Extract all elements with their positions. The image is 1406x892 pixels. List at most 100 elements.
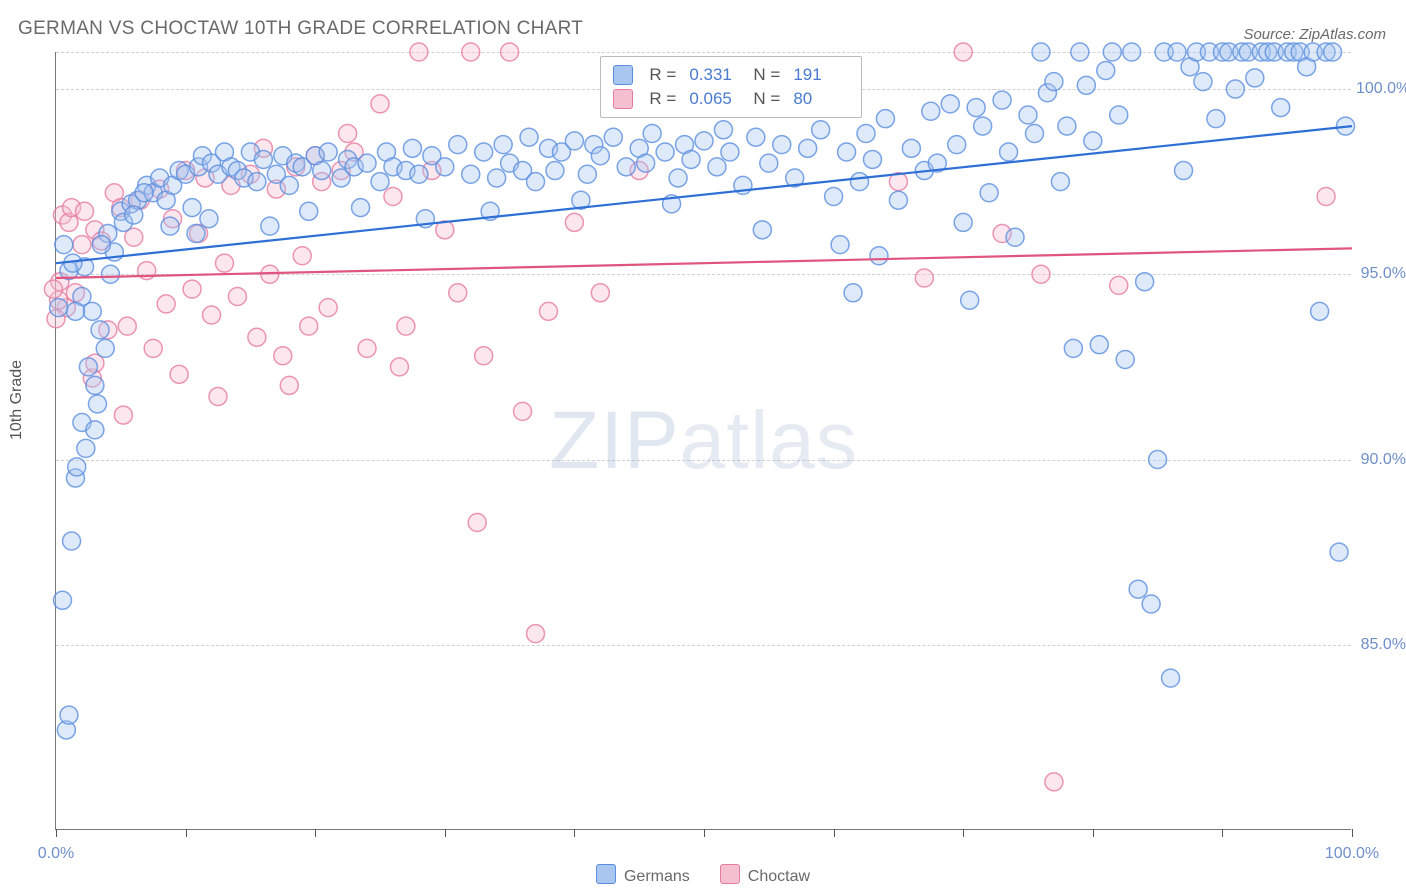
data-point [1272,99,1290,117]
data-point [617,158,635,176]
legend-row: R =0.065N =80 [613,87,849,111]
data-point [293,247,311,265]
legend-row: R =0.331N =191 [613,63,849,87]
legend-n-label: N = [753,65,785,85]
data-point [55,236,73,254]
data-point [915,269,933,287]
data-point [773,136,791,154]
data-point [1025,125,1043,143]
data-point [76,202,94,220]
data-point [993,91,1011,109]
data-point [1045,773,1063,791]
data-point [1019,106,1037,124]
data-point [1110,106,1128,124]
x-tick [704,829,705,837]
data-point [371,95,389,113]
data-point [313,162,331,180]
data-point [527,625,545,643]
data-point [170,365,188,383]
data-point [941,95,959,113]
data-point [200,210,218,228]
data-point [980,184,998,202]
x-tick [574,829,575,837]
data-point [64,254,82,272]
data-point [1311,302,1329,320]
legend-r-label: R = [649,65,681,85]
data-point [825,187,843,205]
data-point [1175,162,1193,180]
data-point [86,376,104,394]
data-point [436,158,454,176]
data-point [462,43,480,61]
data-point [183,199,201,217]
legend-n-label: N = [753,89,785,109]
y-tick-label: 85.0% [1356,636,1406,654]
series-legend: Germans Choctaw [0,864,1406,886]
x-tick [963,829,964,837]
data-point [682,150,700,168]
data-point [410,43,428,61]
data-point [954,43,972,61]
data-point [352,199,370,217]
data-point [565,132,583,150]
plot-area: ZIPatlas R =0.331N =191R =0.065N =80 85.… [55,52,1351,830]
data-point [1064,339,1082,357]
legend-n-value: 191 [793,65,849,85]
source-attribution: Source: ZipAtlas.com [1243,26,1386,43]
data-point [88,395,106,413]
data-point [135,184,153,202]
data-point [889,191,907,209]
data-point [714,121,732,139]
data-point [565,213,583,231]
legend-item: Germans [596,864,690,886]
data-point [274,347,292,365]
data-point [77,439,95,457]
data-point [863,150,881,168]
data-point [514,402,532,420]
data-point [114,406,132,424]
data-point [248,173,266,191]
data-point [410,165,428,183]
data-point [1000,143,1018,161]
data-point [300,317,318,335]
data-point [73,236,91,254]
data-point [280,376,298,394]
x-tick-label: 0.0% [38,845,74,863]
data-point [591,284,609,302]
data-point [118,317,136,335]
data-point [1226,80,1244,98]
data-point [1194,73,1212,91]
data-point [760,154,778,172]
data-point [838,143,856,161]
data-point [876,110,894,128]
data-point [91,321,109,339]
data-point [870,247,888,265]
x-tick [1093,829,1094,837]
data-point [83,302,101,320]
legend-item: Choctaw [720,864,810,886]
data-point [1051,173,1069,191]
data-point [468,514,486,532]
data-point [1246,69,1264,87]
data-point [1058,117,1076,135]
data-point [1097,62,1115,80]
data-point [228,288,246,306]
data-point [747,128,765,146]
x-tick [445,829,446,837]
data-point [669,169,687,187]
trend-line [56,248,1352,278]
data-point [974,117,992,135]
data-point [280,176,298,194]
data-point [358,154,376,172]
data-point [1090,336,1108,354]
data-point [1207,110,1225,128]
data-point [591,147,609,165]
data-point [183,280,201,298]
x-tick [1222,829,1223,837]
data-point [144,339,162,357]
data-point [1116,350,1134,368]
data-point [1032,43,1050,61]
data-point [643,125,661,143]
data-point [1324,43,1342,61]
data-point [520,128,538,146]
